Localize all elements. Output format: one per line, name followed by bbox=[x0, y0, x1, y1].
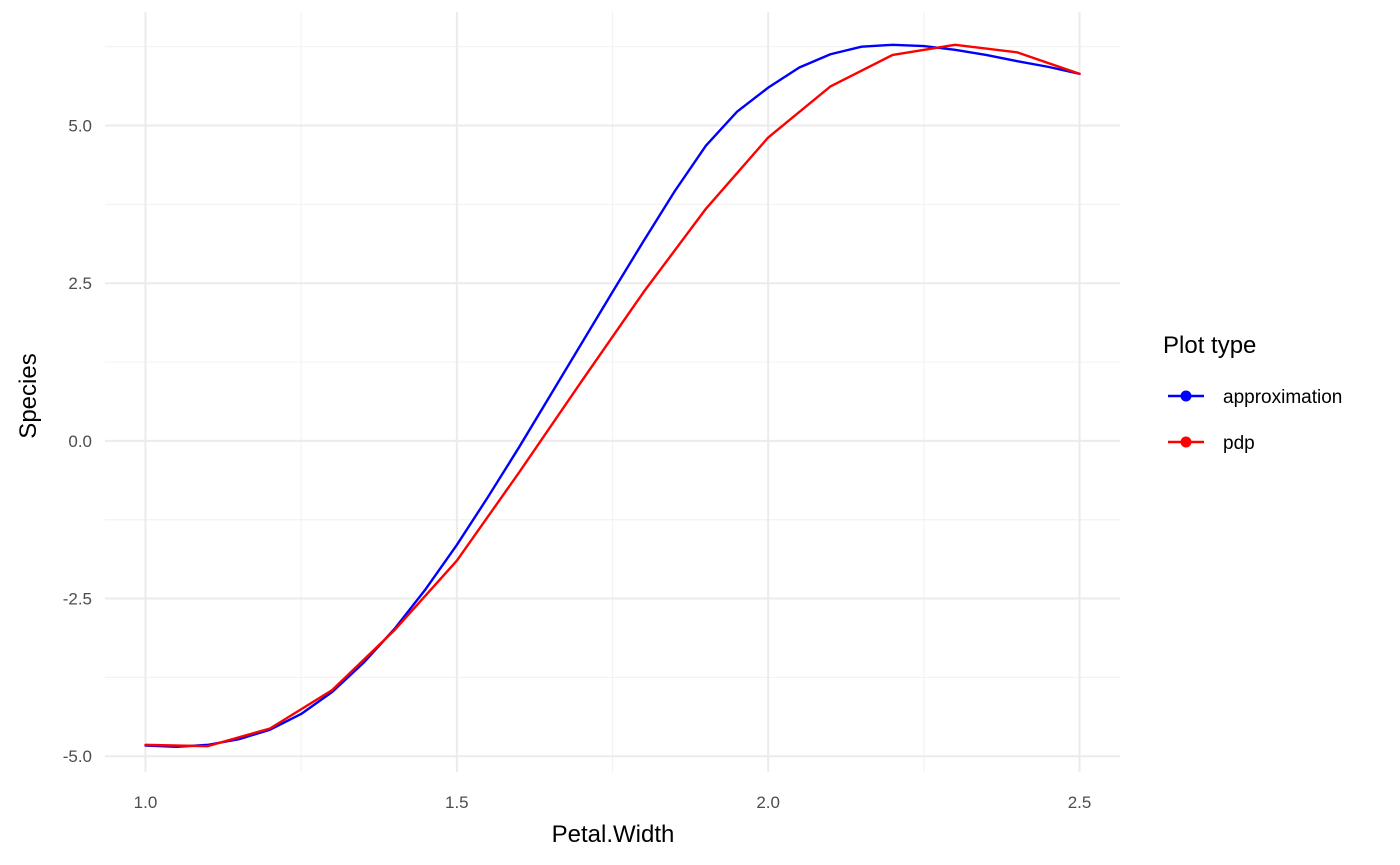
series-lines bbox=[144, 43, 1081, 748]
legend-label: approximation bbox=[1223, 387, 1342, 408]
series-line-approximation bbox=[144, 43, 1081, 748]
x-tick-label: 1.5 bbox=[445, 793, 469, 812]
y-axis-title: Species bbox=[15, 353, 42, 438]
series-line-pdp bbox=[144, 43, 1081, 748]
x-axis-tick-labels: 1.0 1.5 2.0 2.5 bbox=[134, 793, 1092, 812]
x-tick-label: 1.0 bbox=[134, 793, 158, 812]
minor-gridlines bbox=[105, 12, 1120, 772]
legend-item-pdp: pdp bbox=[1168, 433, 1255, 454]
y-tick-label: 2.5 bbox=[68, 274, 92, 293]
legend-label: pdp bbox=[1223, 433, 1255, 454]
legend-item-approximation: approximation bbox=[1168, 387, 1342, 408]
x-tick-label: 2.0 bbox=[756, 793, 780, 812]
legend: Plot type approximation pdp bbox=[1163, 332, 1342, 454]
legend-items: approximation pdp bbox=[1168, 387, 1342, 454]
x-tick-label: 2.5 bbox=[1068, 793, 1092, 812]
y-tick-label: 0.0 bbox=[68, 432, 92, 451]
legend-key-marker bbox=[1180, 390, 1192, 402]
y-axis-tick-labels: -5.0 -2.5 0.0 2.5 5.0 bbox=[63, 117, 92, 767]
legend-key-marker bbox=[1180, 436, 1192, 448]
y-tick-label: 5.0 bbox=[68, 117, 92, 136]
y-tick-label: -2.5 bbox=[63, 590, 92, 609]
legend-title: Plot type bbox=[1163, 332, 1256, 359]
x-axis-title: Petal.Width bbox=[552, 821, 675, 848]
y-tick-label: -5.0 bbox=[63, 747, 92, 766]
